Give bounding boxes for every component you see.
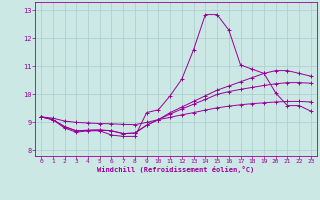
X-axis label: Windchill (Refroidissement éolien,°C): Windchill (Refroidissement éolien,°C) [97,166,255,173]
